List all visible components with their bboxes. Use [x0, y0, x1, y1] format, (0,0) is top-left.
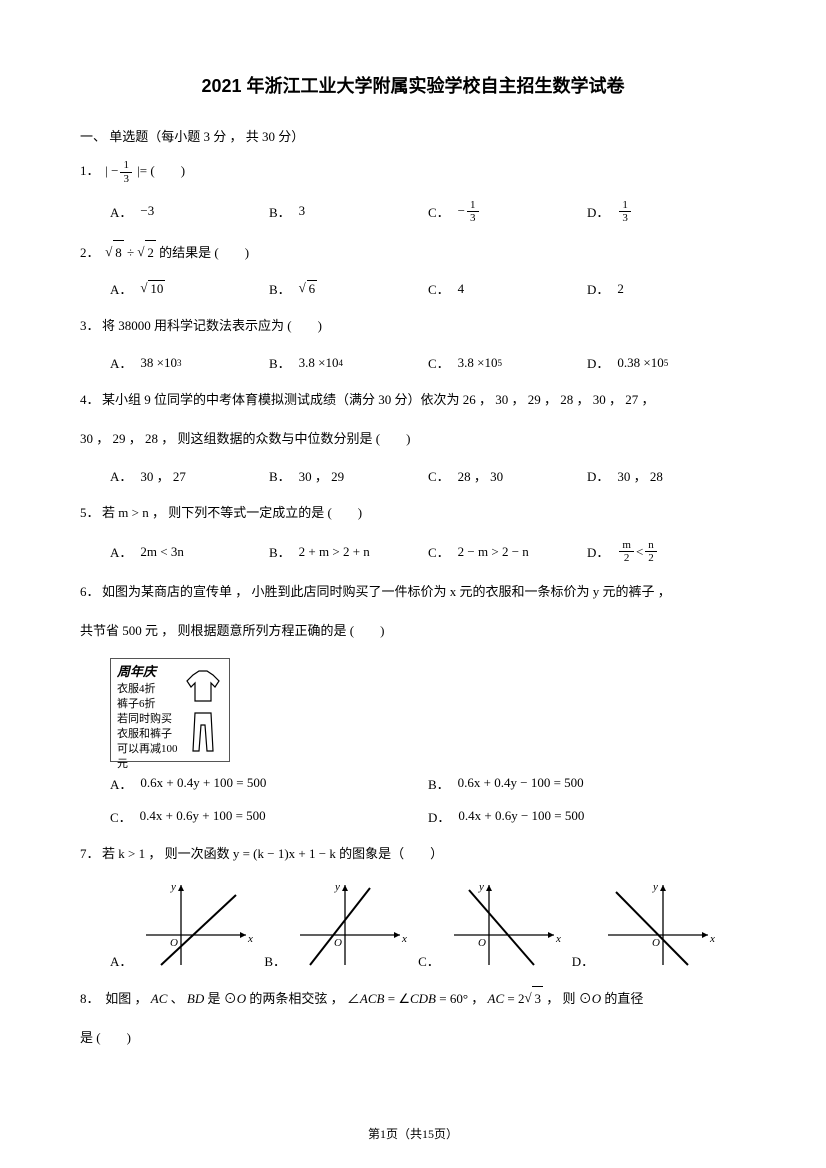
- svg-text:x: x: [247, 933, 253, 945]
- option-a: A． x y O: [110, 880, 256, 970]
- question-4: 4．某小组 9 位同学的中考体育模拟测试成绩（满分 30 分）依次为 26 ， …: [80, 388, 746, 413]
- option-c: C．4: [428, 279, 587, 298]
- question-1: 1． | −13 |= ( ): [80, 159, 746, 185]
- promo-flyer: 周年庆 衣服4折 裤子6折 若同时购买 衣服和裤子 可以再减100元: [110, 658, 230, 762]
- question-8-cont: 是 ( ): [80, 1026, 746, 1051]
- option-d: D．30 ， 28: [587, 466, 746, 485]
- option-a: A．10: [110, 279, 269, 298]
- question-5: 5．若 m > n ， 则下列不等式一定成立的是 ( ): [80, 501, 746, 526]
- option-b: B．3.8 ×104: [269, 353, 428, 372]
- option-c: C．2 − m > 2 − n: [428, 539, 587, 564]
- option-a: A．2m < 3n: [110, 539, 269, 564]
- option-a: A．0.6x + 0.4y + 100 = 500: [110, 774, 428, 793]
- question-number: 5．: [80, 501, 102, 526]
- options-q3: A．38 ×103 B．3.8 ×104 C．3.8 ×105 D．0.38 ×…: [80, 353, 746, 372]
- promo-line: 裤子6折: [117, 697, 181, 712]
- options-q1: A．−3 B．3 C．−13 D．13: [80, 199, 746, 224]
- option-b: B．0.6x + 0.4y − 100 = 500: [428, 774, 746, 793]
- fraction-icon: n2: [645, 539, 657, 564]
- graph-c-icon: x y O: [444, 880, 564, 970]
- question-number: 4．: [80, 388, 102, 413]
- question-2: 2． 8 ÷ 2 的结果是 ( ): [80, 240, 746, 266]
- svg-text:y: y: [652, 881, 658, 893]
- fraction-icon: 13: [120, 159, 132, 184]
- option-d: D．13: [587, 199, 746, 224]
- question-number: 3．: [80, 314, 102, 339]
- promo-title: 周年庆: [117, 663, 181, 681]
- option-a: A．30 ， 27: [110, 466, 269, 485]
- question-number: 7．: [80, 842, 102, 867]
- minus-sign: −: [111, 163, 118, 178]
- option-c: C．−13: [428, 199, 587, 224]
- options-q5: A．2m < 3n B．2 + m > 2 + n C．2 − m > 2 − …: [80, 539, 746, 564]
- options-q6: A．0.6x + 0.4y + 100 = 500 B．0.6x + 0.4y …: [80, 774, 746, 826]
- svg-text:x: x: [555, 933, 561, 945]
- option-d: D．2: [587, 279, 746, 298]
- option-c: C． x y O: [418, 880, 564, 970]
- promo-line: 若同时购买: [117, 712, 181, 727]
- option-b: B．6: [269, 279, 428, 298]
- question-number: 2．: [80, 241, 102, 266]
- svg-text:O: O: [170, 937, 178, 949]
- option-b: B． x y O: [264, 880, 410, 970]
- fraction-icon: 13: [467, 199, 479, 224]
- question-3: 3．将 38000 用科学记数法表示应为 ( ): [80, 314, 746, 339]
- promo-line: 可以再减100元: [117, 742, 181, 772]
- option-d: D．0.4x + 0.6y − 100 = 500: [428, 807, 746, 826]
- option-a: A．38 ×103: [110, 353, 269, 372]
- promo-line: 衣服4折: [117, 682, 181, 697]
- question-number: 6．: [80, 580, 102, 605]
- question-8: 8． 如图 ， AC 、 BD 是 ⊙O 的两条相交弦 ， ∠ACB = ∠CD…: [80, 986, 746, 1012]
- svg-text:x: x: [709, 933, 715, 945]
- page-footer: 第1页（共15页）: [0, 1125, 826, 1142]
- svg-text:y: y: [478, 881, 484, 893]
- sqrt-icon: 8: [105, 240, 124, 266]
- svg-text:O: O: [652, 937, 660, 949]
- fraction-icon: m2: [619, 539, 634, 564]
- option-b: B．30 ， 29: [269, 466, 428, 485]
- svg-text:O: O: [478, 937, 486, 949]
- question-number: 8．: [80, 987, 102, 1012]
- svg-text:x: x: [401, 933, 407, 945]
- question-4-cont: 30 ， 29 ， 28 ， 则这组数据的众数与中位数分别是 ( ): [80, 427, 746, 452]
- option-c: C．0.4x + 0.6y + 100 = 500: [110, 807, 428, 826]
- graph-d-icon: x y O: [598, 880, 718, 970]
- question-number: 1．: [80, 159, 102, 184]
- question-7: 7．若 k > 1 ， 则一次函数 y = (k − 1)x + 1 − k 的…: [80, 842, 746, 867]
- option-d: D．m2 < n2: [587, 539, 746, 564]
- sqrt-icon: 3: [524, 986, 543, 1012]
- svg-text:O: O: [334, 937, 342, 949]
- question-6-cont: 共节省 500 元 ， 则根据题意所列方程正确的是 ( ): [80, 619, 746, 644]
- graph-b-icon: x y O: [290, 880, 410, 970]
- graph-a-icon: x y O: [136, 880, 256, 970]
- fraction-icon: 13: [619, 199, 631, 224]
- option-b: B．3: [269, 199, 428, 224]
- page-title: 2021 年浙江工业大学附属实验学校自主招生数学试卷: [80, 72, 746, 98]
- option-d: D． x y O: [572, 880, 718, 970]
- svg-text:y: y: [170, 881, 176, 893]
- sqrt-icon: 10: [140, 280, 165, 297]
- option-b: B．2 + m > 2 + n: [269, 539, 428, 564]
- option-d: D．0.38 ×105: [587, 353, 746, 372]
- sqrt-icon: 6: [299, 280, 318, 297]
- option-c: C．3.8 ×105: [428, 353, 587, 372]
- option-c: C．28 ， 30: [428, 466, 587, 485]
- sqrt-icon: 2: [137, 240, 156, 266]
- promo-line: 衣服和裤子: [117, 727, 181, 742]
- question-6: 6．如图为某商店的宣传单 ， 小胜到此店同时购买了一件标价为 x 元的衣服和一条…: [80, 580, 746, 605]
- options-q2: A．10 B．6 C．4 D．2: [80, 279, 746, 298]
- svg-text:y: y: [334, 881, 340, 893]
- clothes-icon: [181, 669, 225, 759]
- option-a: A．−3: [110, 199, 269, 224]
- section-heading: 一、 单选题（每小题 3 分 ， 共 30 分）: [80, 126, 746, 145]
- graph-options-q7: A． x y O B． x y O C．: [80, 880, 746, 970]
- options-q4: A．30 ， 27 B．30 ， 29 C．28 ， 30 D．30 ， 28: [80, 466, 746, 485]
